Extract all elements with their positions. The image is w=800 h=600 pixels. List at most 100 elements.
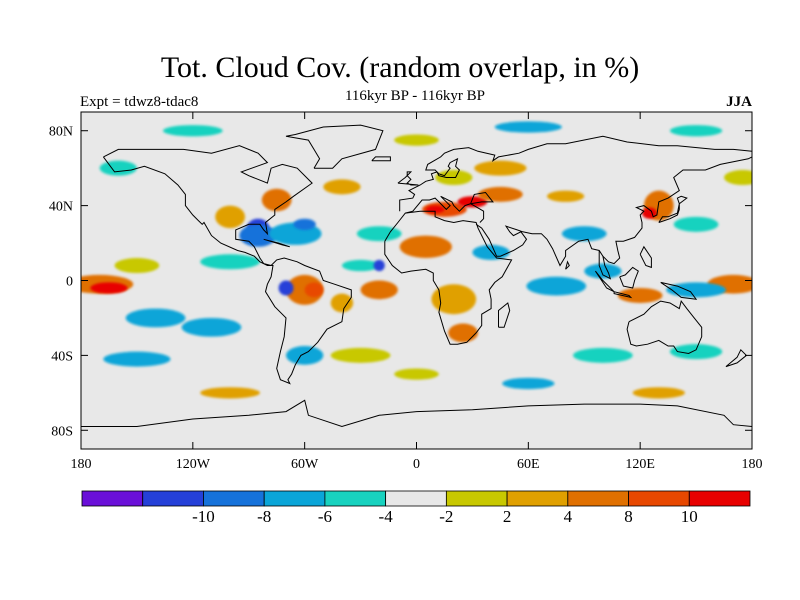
anomaly-patch (472, 244, 510, 260)
coastlines (81, 124, 752, 428)
colorbar-box (567, 490, 629, 507)
anomaly-patch (457, 196, 488, 208)
anomaly-patch (474, 160, 527, 176)
lon-tick-label: 180 (71, 457, 92, 472)
coastline (263, 238, 290, 248)
anomaly-patch (617, 287, 663, 303)
anomaly-patch (99, 160, 137, 176)
colorbar-box (506, 490, 569, 507)
coastline (81, 399, 752, 428)
colorbar-box (688, 490, 751, 507)
coastline (598, 250, 612, 280)
anomaly-patch (666, 282, 726, 298)
coastline (725, 348, 748, 368)
lon-tick-label: 120W (176, 457, 211, 472)
anomaly-patch (478, 186, 523, 202)
anomaly-patch (584, 263, 622, 279)
colorbar-label: -8 (257, 507, 271, 526)
anomaly-patch (323, 179, 361, 195)
colorbar-box (445, 490, 508, 507)
lat-tick-label: 40S (51, 349, 73, 364)
anomaly-patch (422, 201, 467, 217)
anomaly-patch (494, 121, 562, 133)
cloud-cover-field (81, 121, 752, 399)
anomaly-patch (163, 125, 223, 137)
anomaly-patch (373, 259, 385, 272)
colorbar-box (324, 490, 387, 507)
coastline (384, 210, 513, 345)
anomaly-patch (448, 323, 479, 343)
lon-tick-label: 60W (291, 457, 319, 472)
colorbar-box (203, 490, 265, 507)
map-background (81, 112, 752, 449)
anomaly-patch (103, 351, 171, 367)
coastline (405, 195, 485, 223)
coastline (264, 257, 352, 385)
colorbar-label: -2 (439, 507, 453, 526)
anomaly-patch (181, 317, 242, 337)
anomaly-patch (330, 347, 391, 363)
coastline (470, 191, 494, 205)
anomaly-patch (526, 276, 587, 296)
colorbar-label: -10 (192, 507, 215, 526)
anomaly-patch (502, 377, 555, 390)
coastline (565, 260, 570, 270)
colorbar-label: -4 (379, 507, 394, 526)
anomaly-patch (261, 188, 292, 212)
colorbar-label: 2 (503, 507, 512, 526)
anomaly-patch (573, 347, 633, 363)
coastline (399, 135, 752, 212)
lat-tick-label: 40N (49, 200, 73, 215)
map-ocean-background (81, 112, 752, 449)
lon-tick-label: 0 (413, 457, 420, 472)
anomaly-patch (90, 282, 128, 294)
anomaly-patch (286, 274, 324, 305)
anomaly-patch (546, 190, 585, 202)
anomaly-patch (394, 368, 439, 380)
anomaly-patch (341, 259, 380, 272)
anomaly-patch (125, 308, 186, 328)
anomaly-patch (360, 280, 398, 300)
anomaly-patch (431, 284, 477, 315)
coastline (498, 302, 511, 328)
colorbar-box (385, 490, 447, 507)
lon-tick-label: 60E (517, 457, 540, 472)
coastline (285, 124, 384, 169)
colorbar-label: 10 (681, 507, 698, 526)
coastline (619, 266, 639, 289)
anomaly-patch (356, 226, 402, 242)
anomaly-patch (278, 280, 294, 296)
anomaly-patch (669, 344, 723, 360)
anomaly-patch (632, 387, 685, 399)
season-label: JJA (726, 94, 752, 110)
anomaly-patch (399, 235, 452, 259)
lon-tick-label: 180 (742, 457, 763, 472)
anomaly-patch (286, 346, 324, 365)
experiment-label: Expt = tdwz8-tdac8 (80, 94, 199, 110)
coastline (613, 291, 633, 299)
colorbar-box (142, 490, 204, 507)
anomaly-patch (304, 282, 324, 298)
anomaly-patch (215, 205, 246, 229)
anomaly-patch (394, 134, 439, 146)
colorbar-label: -6 (318, 507, 332, 526)
colorbar-label: 4 (564, 507, 573, 526)
colorbar-box (263, 490, 326, 507)
map-axes: 80N 40N 0 40S 80S 180 120W 60W 0 60E 120E 180 (49, 112, 763, 472)
anomaly-patch (669, 125, 723, 137)
coastline (639, 245, 652, 269)
lat-tick-label: 80S (51, 424, 73, 439)
lat-tick-label: 0 (66, 275, 73, 290)
lon-tick-label: 120E (625, 457, 655, 472)
colorbar-label: 8 (624, 507, 633, 526)
anomaly-patch (200, 254, 260, 270)
anomaly-patch (200, 387, 260, 399)
coastline (102, 145, 313, 266)
colorbar-box (81, 490, 144, 507)
anomaly-patch (293, 218, 316, 230)
anomaly-patch (724, 170, 752, 186)
anomaly-patch (330, 293, 354, 313)
coastline (371, 156, 391, 162)
lat-tick-label: 80N (49, 125, 73, 140)
